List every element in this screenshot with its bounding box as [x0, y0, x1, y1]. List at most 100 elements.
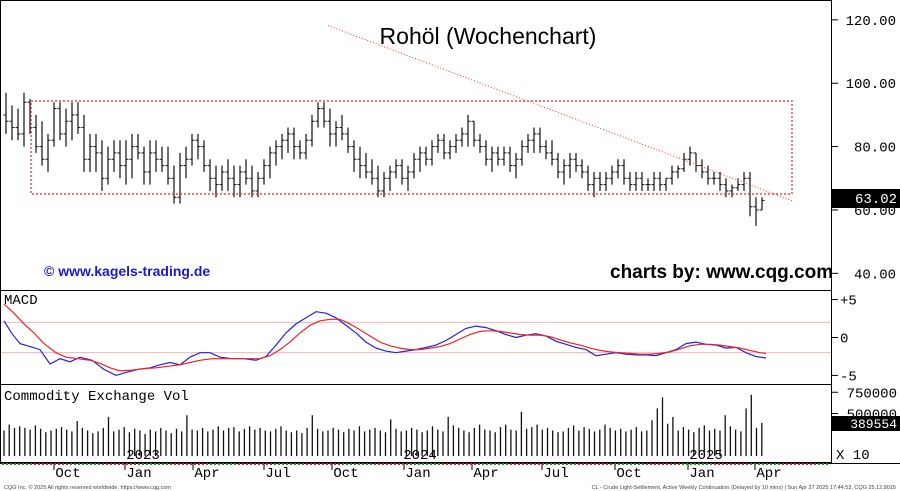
month-label: Apr — [473, 466, 498, 482]
year-label: 2025 — [689, 448, 723, 464]
price-bar — [375, 165, 381, 198]
chart-title: Rohöl (Wochenchart) — [380, 23, 597, 49]
price-bar — [69, 102, 75, 141]
macd-tick-label: +5 — [840, 294, 857, 310]
price-bar — [147, 140, 153, 185]
price-bar — [471, 120, 477, 147]
price-bar — [171, 165, 177, 204]
price-bar — [609, 165, 615, 185]
macd-axis: +5 0 -5 — [832, 294, 857, 385]
price-bar — [759, 197, 765, 211]
last-price-label: 63.02 — [855, 192, 897, 208]
price-bar — [477, 133, 483, 153]
price-bar — [135, 133, 141, 160]
price-bar — [87, 133, 93, 172]
price-bar — [711, 171, 717, 185]
price-bar — [729, 184, 735, 198]
volume-bars-layer — [3, 394, 763, 456]
price-bar — [651, 171, 657, 191]
price-bar — [381, 171, 387, 198]
price-bar — [507, 146, 513, 172]
price-bar — [645, 178, 651, 191]
price-bar — [405, 165, 411, 191]
price-bar — [249, 165, 255, 198]
price-bars-layer — [3, 92, 765, 226]
month-label: Oct — [333, 466, 358, 482]
price-bar — [693, 152, 699, 172]
price-bar — [231, 165, 237, 198]
price-bar — [387, 165, 393, 191]
price-bar — [99, 140, 105, 191]
price-bar — [15, 108, 21, 141]
price-bar — [669, 165, 675, 185]
price-bar — [153, 140, 159, 172]
price-bar — [561, 159, 567, 185]
month-label: Jul — [543, 466, 568, 482]
price-bar — [705, 165, 711, 185]
price-bar — [675, 165, 681, 179]
volume-title: Commodity Exchange Vol — [4, 389, 189, 405]
price-bar — [699, 159, 705, 179]
price-bar — [579, 159, 585, 179]
macd-line — [3, 311, 767, 377]
price-bar — [207, 159, 213, 191]
price-bar — [321, 102, 327, 128]
price-bar — [369, 159, 375, 185]
month-label: Jan — [126, 466, 151, 482]
price-bar — [177, 152, 183, 204]
price-bar — [567, 152, 573, 179]
last-volume-box — [832, 416, 900, 431]
price-bar — [453, 133, 459, 153]
footer-source: CL - Crude Light-Settlement, Active Week… — [592, 485, 896, 491]
price-bar — [663, 177, 669, 191]
price-tick-label: 100.00 — [846, 77, 896, 93]
month-label: Oct — [616, 466, 641, 482]
macd-title: MACD — [4, 293, 38, 309]
price-bar — [309, 114, 315, 147]
price-bar — [291, 127, 297, 160]
price-bar — [657, 171, 663, 191]
price-bar — [345, 127, 351, 153]
price-bar — [615, 159, 621, 179]
last-price-box — [832, 189, 900, 208]
price-bar — [45, 133, 51, 172]
month-label: Jan — [689, 466, 714, 482]
range-box — [30, 100, 793, 195]
website-credit[interactable]: © www.kagels-trading.de — [44, 263, 210, 279]
price-bar — [261, 159, 267, 185]
last-volume-label: 389554 — [850, 417, 897, 432]
month-label: Jul — [265, 466, 290, 482]
price-bar — [495, 146, 501, 166]
price-bar — [327, 108, 333, 147]
price-bar — [33, 114, 39, 153]
price-bar — [111, 140, 117, 172]
month-label: Oct — [55, 466, 80, 482]
price-bar — [297, 140, 303, 160]
price-bar — [429, 140, 435, 166]
price-bar — [333, 121, 339, 147]
price-bar — [237, 165, 243, 198]
price-tick-label: 40.00 — [854, 267, 896, 283]
price-bar — [681, 152, 687, 172]
price-bar — [717, 171, 723, 191]
price-bar — [75, 102, 81, 134]
price-bar — [123, 140, 129, 185]
price-bar — [459, 127, 465, 147]
price-bar — [219, 165, 225, 191]
price-bar — [315, 102, 321, 128]
volume-multiplier: X 10 — [836, 448, 870, 464]
price-bar — [9, 105, 15, 141]
price-bar — [435, 133, 441, 153]
price-bar — [423, 146, 429, 166]
price-bar — [255, 171, 261, 198]
price-bar — [585, 165, 591, 191]
price-bar — [441, 133, 447, 160]
price-bar — [513, 152, 519, 179]
price-bar — [465, 114, 471, 147]
volume-tick-label: 750000 — [847, 386, 897, 402]
cqg-watermark: charts by: www.cqg.com — [610, 262, 833, 283]
price-bar — [243, 159, 249, 185]
price-bar — [591, 171, 597, 198]
price-bar — [417, 146, 423, 172]
price-bar — [543, 140, 549, 160]
